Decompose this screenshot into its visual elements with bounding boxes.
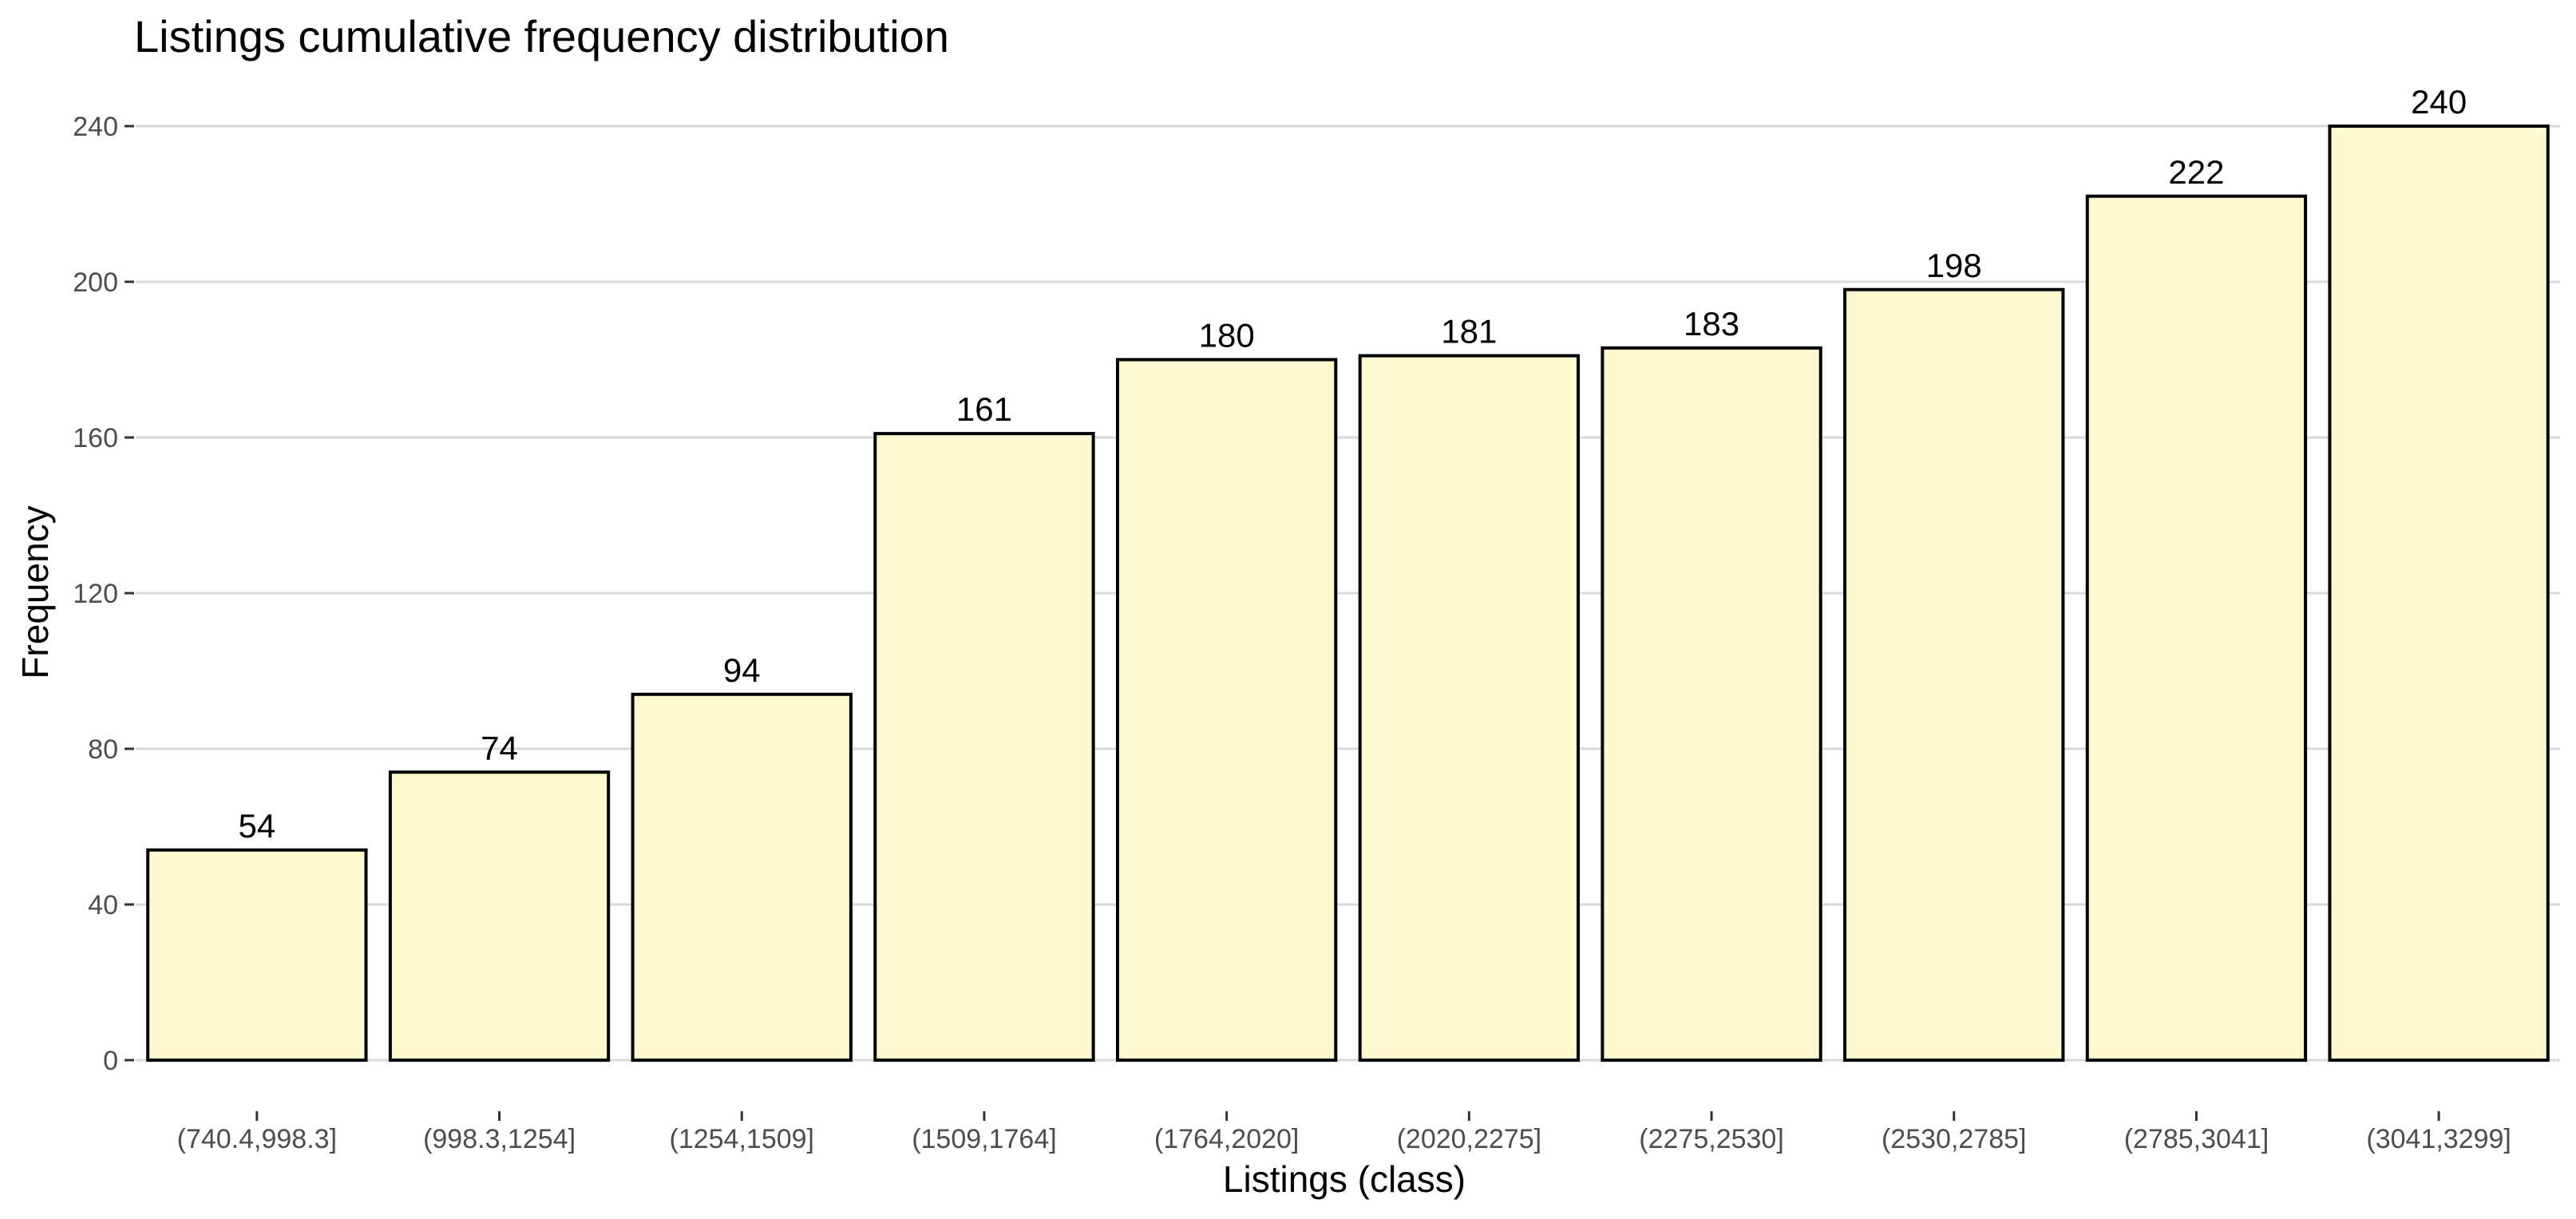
bar — [1601, 346, 1822, 1062]
bar-value-label: 198 — [1926, 247, 1982, 284]
x-tick-label: (2530,2785] — [1882, 1124, 2027, 1154]
bar-value-label: 74 — [481, 729, 518, 766]
bar-value-label: 222 — [2168, 153, 2224, 191]
chart-title: Listings cumulative frequency distributi… — [134, 11, 949, 61]
x-tick-label: (2785,3041] — [2124, 1124, 2269, 1154]
bar — [146, 848, 368, 1062]
bar — [2328, 125, 2550, 1062]
bar — [2085, 194, 2308, 1062]
bar-value-label: 180 — [1199, 317, 1255, 354]
bar — [1843, 287, 2065, 1062]
bar-value-label: 240 — [2411, 83, 2467, 121]
bar — [388, 770, 611, 1062]
x-tick-label: (740.4,998.3] — [177, 1124, 337, 1154]
x-tick-label: (2275,2530] — [1639, 1124, 1784, 1154]
x-axis-label: Listings (class) — [1223, 1158, 1466, 1200]
bar — [1358, 354, 1581, 1062]
x-tick-label: (1254,1509] — [670, 1124, 815, 1154]
x-tick-label: (3041,3299] — [2366, 1124, 2511, 1154]
y-tick-label: 120 — [73, 579, 118, 609]
bar — [631, 692, 853, 1062]
x-tick-label: (2020,2275] — [1397, 1124, 1542, 1154]
y-tick-label: 200 — [73, 267, 118, 298]
bar — [1115, 358, 1338, 1062]
y-axis-ticks: 0 40 80 120 160 200 240 — [73, 112, 134, 1076]
bar — [873, 432, 1095, 1062]
bar-value-label: 54 — [238, 807, 275, 845]
y-tick-label: 0 — [103, 1046, 118, 1076]
x-tick-label: (998.3,1254] — [423, 1124, 576, 1154]
x-tick-label: (1509,1764] — [912, 1124, 1057, 1154]
x-axis-ticks: (740.4,998.3] (998.3,1254] (1254,1509] (150… — [177, 1111, 2511, 1154]
y-axis-label: Frequency — [14, 505, 56, 679]
bars — [146, 125, 2550, 1062]
bar-value-label: 181 — [1441, 313, 1497, 350]
bar-value-label: 183 — [1684, 305, 1739, 342]
bar-value-label: 161 — [956, 390, 1012, 428]
bar-value-label: 94 — [723, 651, 761, 689]
y-tick-label: 160 — [73, 423, 118, 453]
value-labels: 54 74 94 161 180 181 183 198 222 240 — [238, 83, 2467, 845]
y-tick-label: 40 — [88, 890, 118, 920]
x-tick-label: (1764,2020] — [1154, 1124, 1300, 1154]
y-tick-label: 80 — [88, 734, 118, 765]
y-tick-label: 240 — [73, 112, 118, 142]
